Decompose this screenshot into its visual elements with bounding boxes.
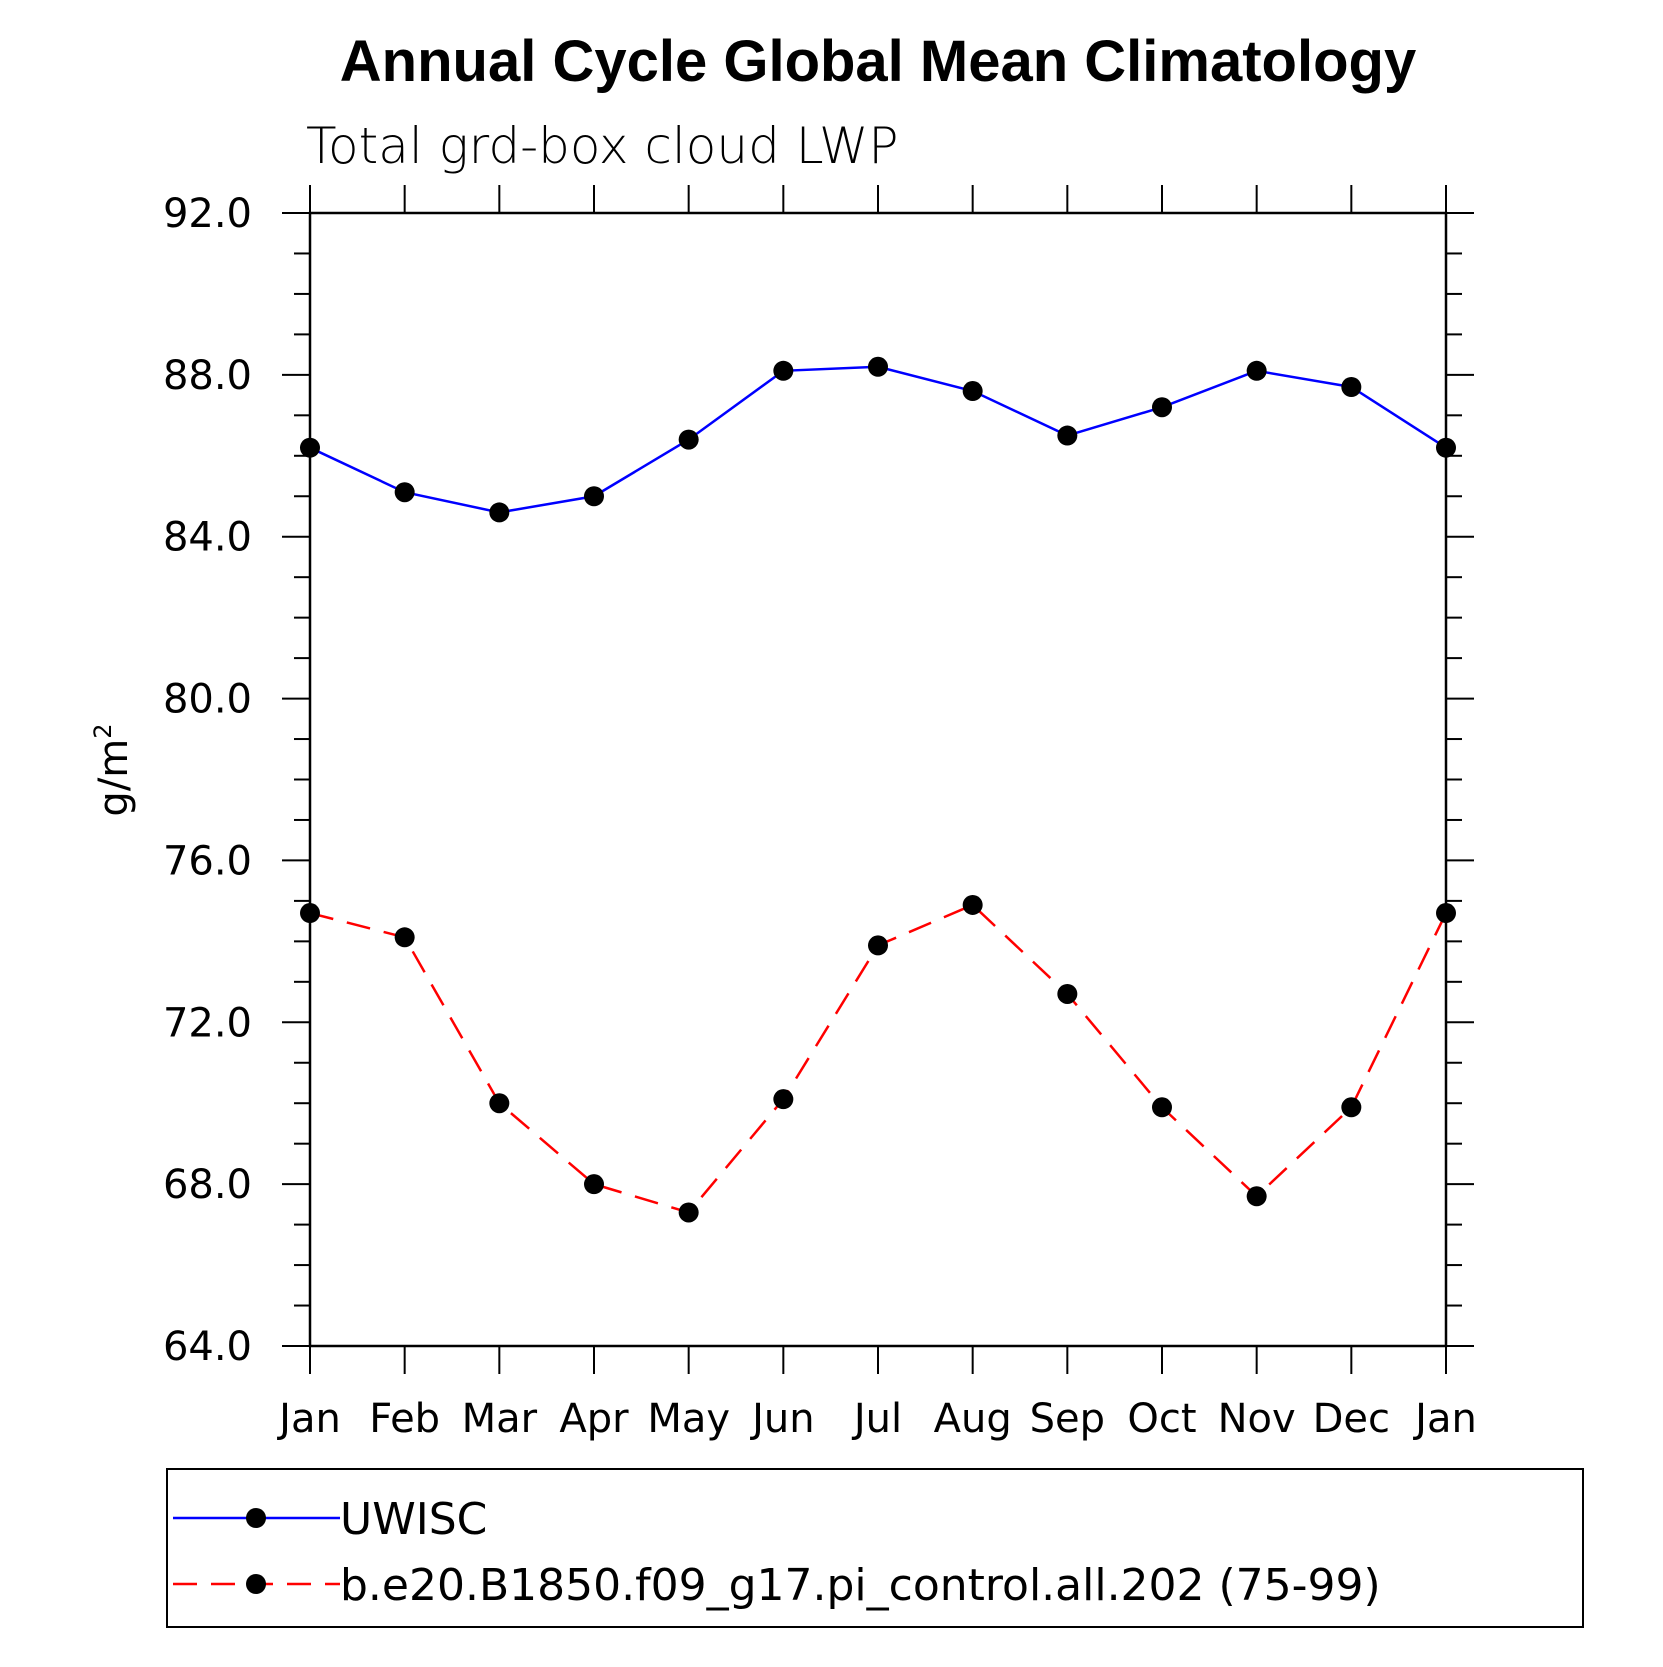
chart-subtitle: Total grd-box cloud LWP xyxy=(306,117,899,175)
series-line-0 xyxy=(309,365,1447,514)
y-tick-label: 68.0 xyxy=(163,1162,252,1208)
data-point xyxy=(868,935,888,956)
data-point xyxy=(489,1093,510,1114)
x-tick-label: Jan xyxy=(276,1396,341,1442)
data-point xyxy=(1246,360,1267,381)
legend-marker-model xyxy=(246,1574,266,1594)
x-tick-label: Aug xyxy=(934,1396,1012,1442)
x-tick-label: Feb xyxy=(369,1396,440,1442)
legend-label-model: b.e20.B1850.f09_g17.pi_control.all.202 (… xyxy=(340,1560,1381,1611)
data-point xyxy=(678,1202,699,1223)
plot-frame xyxy=(308,211,1448,1348)
data-point xyxy=(868,356,888,377)
y-tick-label: 84.0 xyxy=(163,515,252,561)
data-point xyxy=(489,502,510,523)
legend-marker-uwisc xyxy=(246,1508,266,1528)
y-tick-label: 76.0 xyxy=(163,838,252,884)
x-tick-label: Mar xyxy=(462,1396,538,1442)
data-point xyxy=(962,894,983,915)
x-tick-label: Jan xyxy=(1412,1396,1477,1442)
legend-box xyxy=(166,1468,1584,1628)
data-point xyxy=(1152,1097,1172,1118)
axes: 64.0 68.0 72.0 76.0 80.0 84.0 88.0 92.0 Jan Feb Ma… xyxy=(163,185,1477,1442)
y-tick-label: 88.0 xyxy=(163,353,252,399)
x-tick-label: Jul xyxy=(851,1396,902,1442)
y-tick-label: 64.0 xyxy=(163,1324,252,1370)
data-point xyxy=(1436,437,1456,458)
y-tick-label: 92.0 xyxy=(163,191,252,237)
data-point xyxy=(1436,903,1456,924)
series-layer xyxy=(300,356,1456,1223)
x-tick-label: Jun xyxy=(749,1396,815,1442)
y-tick-label: 80.0 xyxy=(163,677,252,723)
y-axis-label: g/m2 xyxy=(89,723,137,816)
data-point xyxy=(773,1089,794,1110)
data-point xyxy=(1057,425,1078,446)
data-point xyxy=(300,437,320,458)
data-point xyxy=(962,381,983,402)
x-tick-label: Oct xyxy=(1127,1396,1196,1442)
data-point xyxy=(394,482,415,503)
data-point xyxy=(1057,983,1078,1004)
data-point xyxy=(1341,376,1362,397)
data-point xyxy=(584,1174,604,1195)
x-tick-label: Sep xyxy=(1030,1396,1105,1442)
legend-label-uwisc: UWISC xyxy=(340,1494,487,1545)
data-point xyxy=(678,429,699,450)
legend: UWISC b.e20.B1850.f09_g17.pi_control.all… xyxy=(166,1468,1584,1628)
chart-title: Annual Cycle Global Mean Climatology xyxy=(340,29,1416,94)
data-point xyxy=(584,486,604,507)
data-point xyxy=(394,927,415,948)
data-point xyxy=(773,360,794,381)
data-point xyxy=(1152,397,1172,418)
x-tick-label: Apr xyxy=(559,1396,629,1442)
x-tick-label: May xyxy=(647,1396,730,1442)
x-tick-label: Dec xyxy=(1313,1396,1390,1442)
data-point xyxy=(1341,1097,1362,1118)
x-tick-label: Nov xyxy=(1218,1396,1296,1442)
y-tick-label: 72.0 xyxy=(163,1000,252,1046)
data-point xyxy=(1246,1186,1267,1207)
data-point xyxy=(300,903,320,924)
